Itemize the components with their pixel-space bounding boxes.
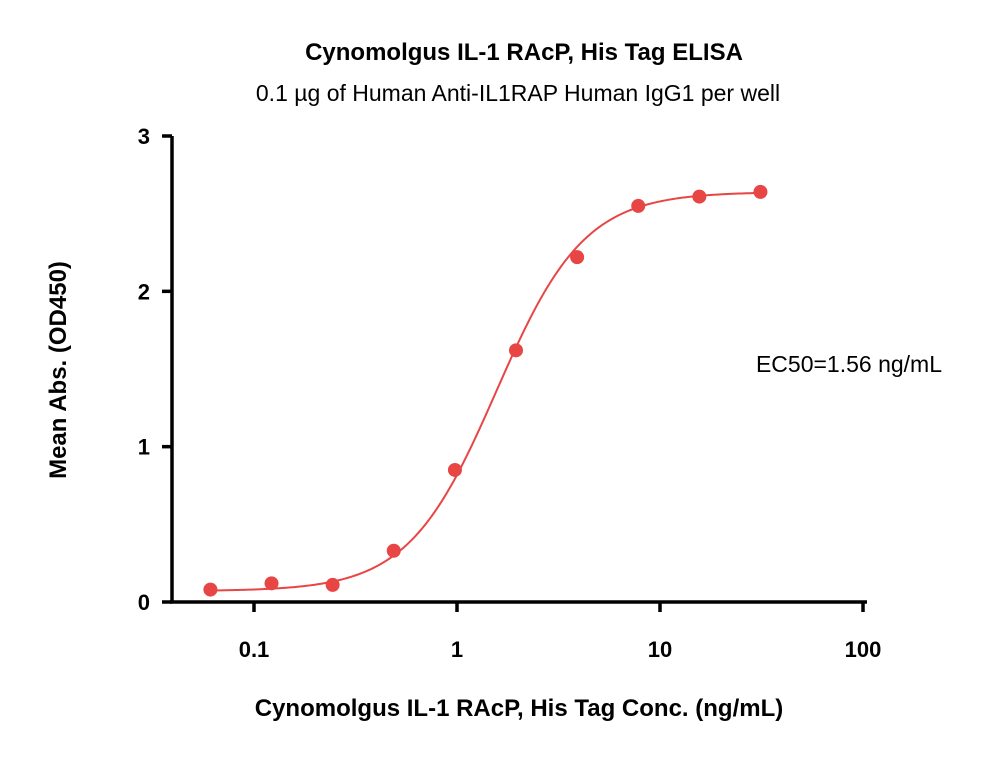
- x-axis-label: Cynomolgus IL-1 RAcP, His Tag Conc. (ng/…: [255, 695, 783, 722]
- x-tick-label: 0.1: [239, 637, 270, 662]
- data-point: [570, 250, 585, 265]
- y-tick-label: 0: [138, 590, 150, 615]
- y-axis-label: Mean Abs. (OD450): [45, 261, 72, 479]
- data-point: [631, 198, 646, 213]
- data-point: [203, 582, 218, 597]
- x-tick-label: 10: [648, 637, 672, 662]
- x-ticks: 0.1 1 10 100: [239, 602, 882, 662]
- data-point: [753, 184, 768, 199]
- y-tick-label: 2: [138, 279, 150, 304]
- data-point: [386, 543, 401, 558]
- data-point: [447, 462, 462, 477]
- x-tick-label: 1: [451, 637, 463, 662]
- data-point: [264, 576, 279, 591]
- x-tick-label: 100: [845, 637, 882, 662]
- data-point: [692, 189, 707, 204]
- y-tick-label: 1: [138, 435, 150, 460]
- data-point: [509, 343, 524, 358]
- y-ticks: 0 1 2 3: [138, 124, 172, 615]
- chart-title: Cynomolgus IL-1 RAcP, His Tag ELISA: [305, 39, 743, 66]
- chart-subtitle: 0.1 µg of Human Anti-IL1RAP Human IgG1 p…: [256, 80, 780, 106]
- ec50-annotation: EC50=1.56 ng/mL: [756, 351, 942, 377]
- y-tick-label: 3: [138, 124, 150, 149]
- data-points: [203, 184, 768, 597]
- fit-curve: [210, 191, 761, 592]
- data-point: [325, 577, 340, 592]
